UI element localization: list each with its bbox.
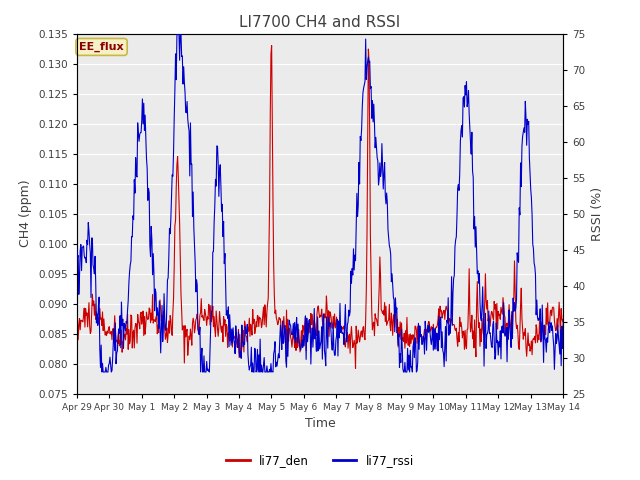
Text: EE_flux: EE_flux <box>79 42 124 52</box>
X-axis label: Time: Time <box>305 417 335 430</box>
Title: LI7700 CH4 and RSSI: LI7700 CH4 and RSSI <box>239 15 401 30</box>
Y-axis label: CH4 (ppm): CH4 (ppm) <box>19 180 33 247</box>
Y-axis label: RSSI (%): RSSI (%) <box>591 187 604 240</box>
Legend: li77_den, li77_rssi: li77_den, li77_rssi <box>221 449 419 472</box>
